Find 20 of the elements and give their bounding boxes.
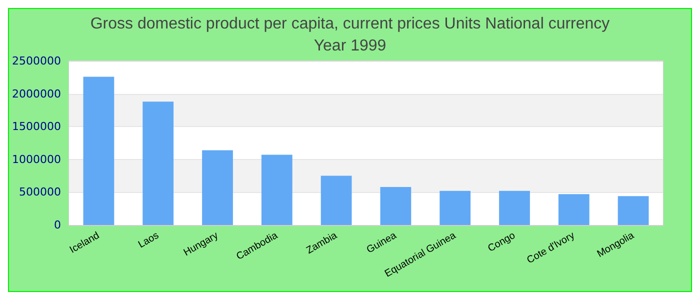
x-tick-label: Laos — [136, 230, 161, 251]
bar — [440, 190, 471, 225]
bar — [83, 76, 114, 225]
chart-subtitle: Year 1999 — [314, 38, 386, 54]
bar — [202, 150, 233, 225]
bar — [499, 190, 530, 225]
chart-title: Gross domestic product per capita, current prices Units National currency — [90, 16, 610, 32]
bar — [261, 154, 292, 225]
y-tick-label: 1000000 — [12, 152, 61, 166]
bar — [320, 176, 352, 225]
x-tick-label: Congo — [486, 230, 518, 254]
bar — [142, 102, 174, 225]
y-tick-label: 1500000 — [12, 120, 61, 134]
bar — [380, 186, 412, 225]
y-tick-label: 0 — [54, 218, 61, 232]
bar — [618, 196, 649, 225]
y-tick-label: 500000 — [19, 186, 61, 199]
y-tick-label: 2000000 — [12, 87, 61, 100]
bar — [558, 194, 590, 225]
y-tick-label: 2500000 — [12, 54, 61, 68]
